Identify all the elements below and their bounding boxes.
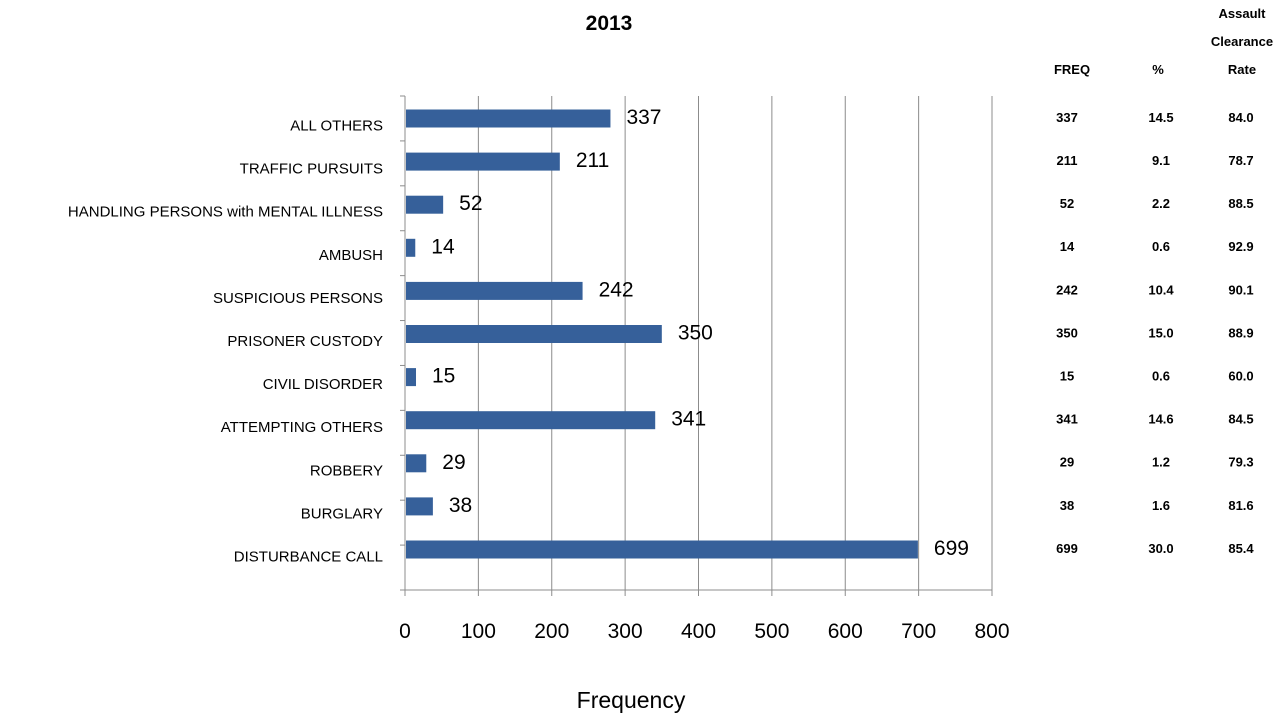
table-cell-pct: 2.2 [1152, 196, 1170, 211]
table-cell-freq: 699 [1056, 541, 1078, 556]
x-axis-label: Frequency [577, 687, 686, 713]
bar [406, 540, 918, 559]
table-cell-rate: 84.0 [1228, 110, 1253, 125]
table-cell-pct: 9.1 [1152, 153, 1170, 168]
data-label: 15 [432, 365, 455, 388]
table-cell-rate: 84.5 [1228, 412, 1253, 427]
data-label: 52 [459, 192, 482, 215]
table-header-rate-3: Rate [1228, 62, 1256, 77]
table-cell-pct: 1.2 [1152, 455, 1170, 470]
bar [406, 195, 444, 214]
table-cell-freq: 242 [1056, 282, 1078, 297]
bar [406, 152, 560, 171]
table-cell-rate: 85.4 [1228, 541, 1254, 556]
table-cell-freq: 341 [1056, 412, 1078, 427]
table-cell-pct: 30.0 [1148, 541, 1173, 556]
table-cell-pct: 0.6 [1152, 369, 1170, 384]
bars [406, 109, 918, 559]
stats-table: FREQ % Assault Clearance Rate 337 14.5 84.… [1054, 6, 1273, 556]
table-cell-freq: 29 [1060, 455, 1074, 470]
table-cell-freq: 350 [1056, 325, 1078, 340]
x-tick-label: 300 [608, 620, 643, 643]
table-cell-rate: 79.3 [1228, 455, 1253, 470]
category-label: HANDLING PERSONS with MENTAL ILLNESS [68, 204, 383, 221]
bar [406, 109, 611, 128]
table-cell-pct: 14.6 [1148, 412, 1173, 427]
category-label: CIVIL DISORDER [263, 376, 383, 393]
table-cell-pct: 10.4 [1148, 282, 1174, 297]
chart-title: 2013 [586, 12, 633, 35]
x-tick-label: 500 [754, 620, 789, 643]
data-label: 29 [442, 451, 465, 474]
x-tick-label: 600 [828, 620, 863, 643]
data-label: 341 [671, 408, 706, 431]
data-label: 14 [431, 235, 455, 258]
category-label: ALL OTHERS [290, 117, 383, 134]
table-cell-rate: 88.5 [1228, 196, 1253, 211]
table-header-pct: % [1152, 62, 1164, 77]
category-label: TRAFFIC PURSUITS [240, 161, 383, 178]
table-cell-freq: 211 [1057, 153, 1078, 168]
table-cell-rate: 88.9 [1228, 325, 1253, 340]
bar [406, 411, 656, 430]
data-label: 337 [626, 106, 661, 129]
grid-lines [400, 95, 993, 596]
x-tick-label: 700 [901, 620, 936, 643]
data-label: 242 [599, 278, 634, 301]
data-label: 350 [678, 322, 713, 345]
data-label: 699 [934, 537, 969, 560]
table-cell-pct: 14.5 [1148, 110, 1173, 125]
x-tick-label: 100 [461, 620, 496, 643]
table-cell-rate: 78.7 [1228, 153, 1253, 168]
bar [406, 454, 427, 473]
table-cell-rate: 60.0 [1228, 369, 1253, 384]
category-label: AMBUSH [319, 247, 383, 264]
category-label: DISTURBANCE CALL [234, 548, 383, 565]
table-cell-pct: 15.0 [1148, 325, 1173, 340]
x-tick-label: 200 [534, 620, 569, 643]
category-label: ROBBERY [310, 462, 383, 479]
table-cell-rate: 92.9 [1228, 239, 1253, 254]
table-cell-freq: 38 [1060, 498, 1074, 513]
table-cell-freq: 52 [1060, 196, 1074, 211]
table-cell-pct: 0.6 [1152, 239, 1170, 254]
data-label: 211 [576, 149, 609, 172]
table-cell-pct: 1.6 [1152, 498, 1170, 513]
x-tick-label: 800 [974, 620, 1009, 643]
data-label: 38 [449, 494, 472, 517]
table-cell-freq: 337 [1056, 110, 1078, 125]
bar [406, 281, 583, 300]
table-cell-freq: 15 [1060, 369, 1074, 384]
bar [406, 497, 433, 516]
category-label: SUSPICIOUS PERSONS [213, 290, 383, 307]
category-label: ATTEMPTING OTHERS [221, 419, 383, 436]
x-tick-label: 0 [399, 620, 411, 643]
bar [406, 368, 417, 387]
labels: 0 100 200 300 400 500 600 700 800 ALL OTHERS 337 TR… [68, 106, 1010, 643]
table-cell-rate: 81.6 [1228, 498, 1253, 513]
bar [406, 238, 416, 257]
table-cell-freq: 14 [1060, 239, 1075, 254]
table-cell-rate: 90.1 [1228, 282, 1253, 297]
x-tick-label: 400 [681, 620, 716, 643]
category-label: PRISONER CUSTODY [227, 333, 383, 350]
table-header-freq: FREQ [1054, 62, 1090, 77]
category-label: BURGLARY [301, 505, 383, 522]
table-header-rate-1: Assault [1219, 6, 1267, 21]
bar [406, 325, 662, 343]
table-header-rate-2: Clearance [1211, 34, 1273, 49]
